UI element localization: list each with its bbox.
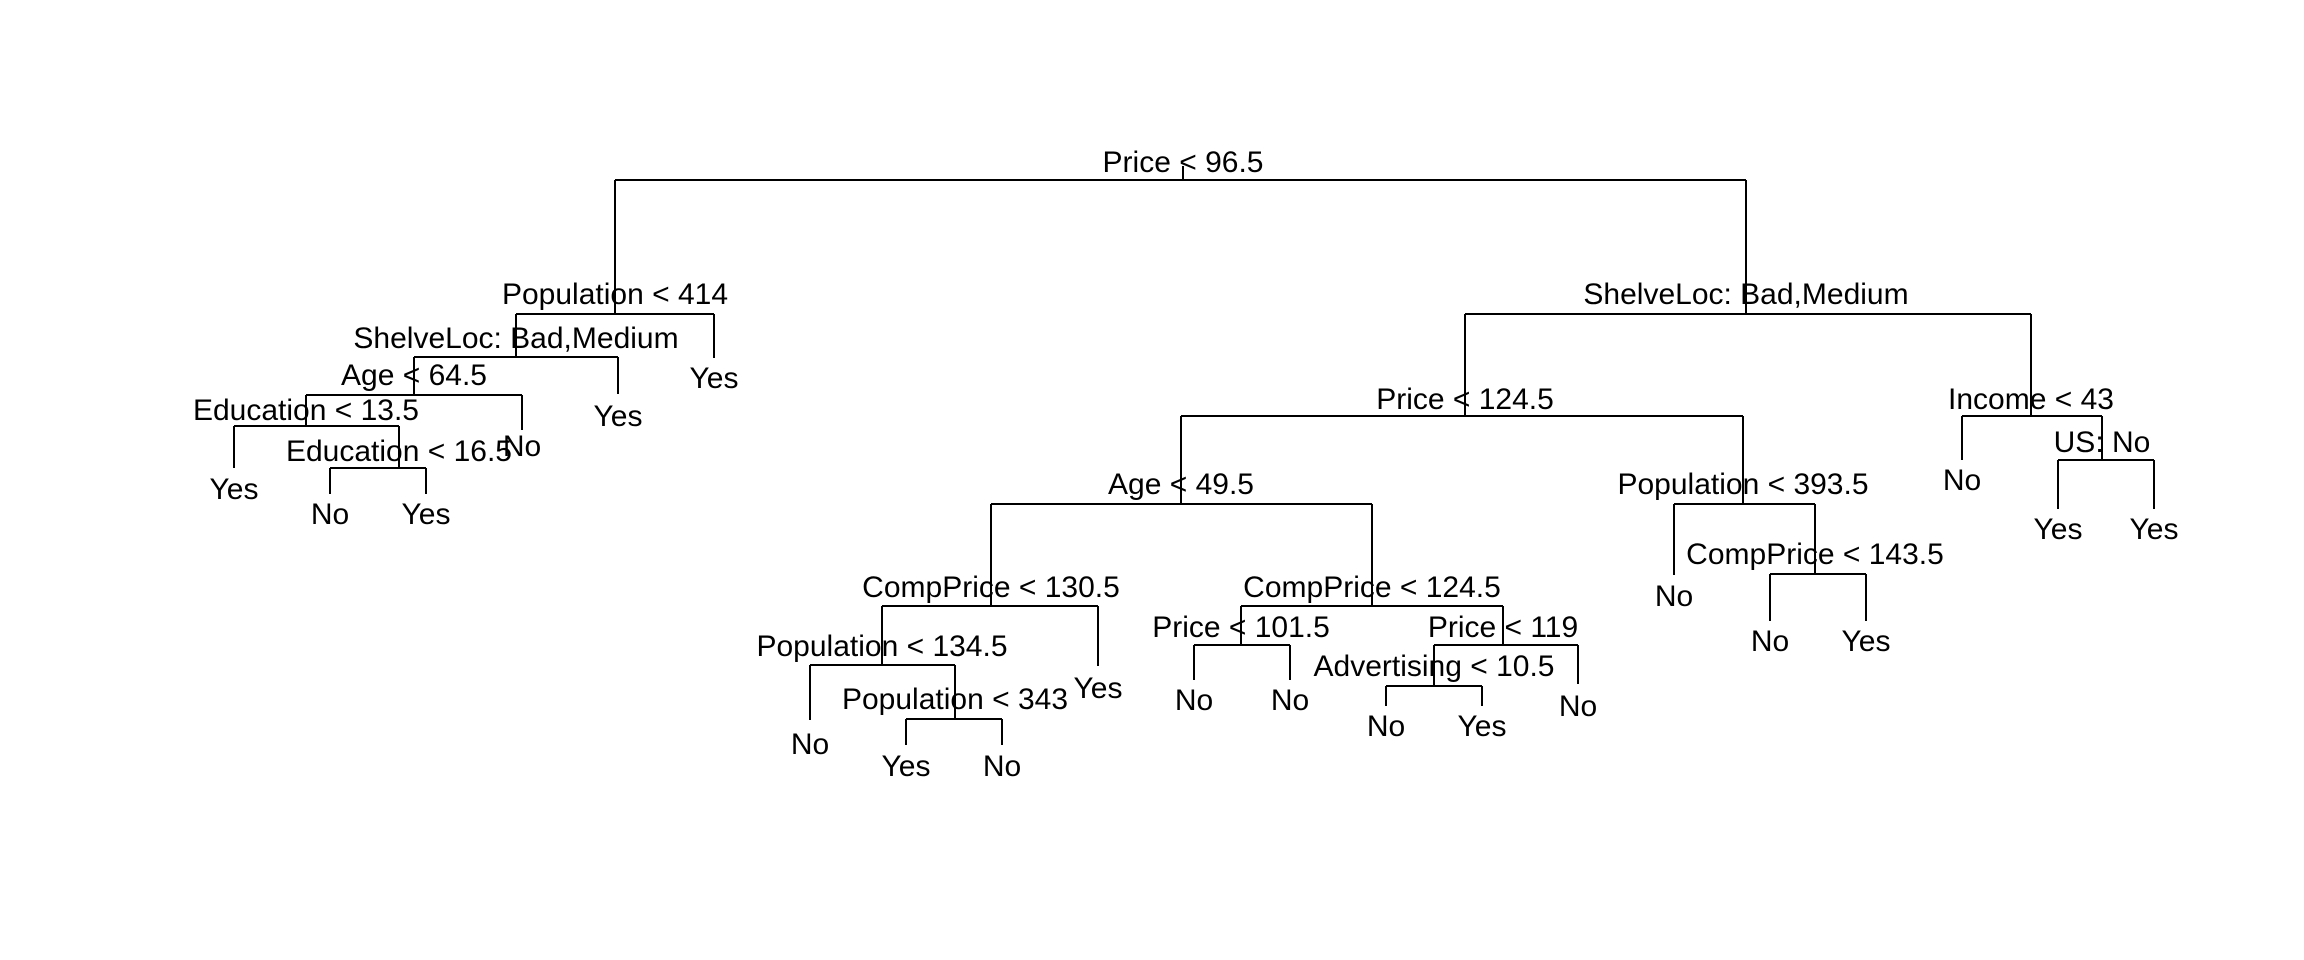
leaf-label: No (1367, 710, 1405, 743)
tree-labels: Price < 96.5 Population < 414 ShelveLoc:… (193, 146, 2178, 783)
leaf-label: Yes (1842, 625, 1891, 658)
split-label-shelveloc-left: ShelveLoc: Bad,Medium (353, 322, 678, 355)
split-label-price-101-5: Price < 101.5 (1152, 611, 1330, 644)
leaf-label: Yes (210, 473, 259, 506)
split-label-us-no: US: No (2054, 426, 2151, 459)
tree-edges (233, 166, 2155, 745)
leaf-label: Yes (882, 750, 931, 783)
split-label-shelveloc-right: ShelveLoc: Bad,Medium (1583, 278, 1908, 311)
split-label-age-64-5: Age < 64.5 (341, 359, 487, 392)
leaf-label: No (503, 430, 541, 463)
leaf-label: Yes (1074, 672, 1123, 705)
split-label-income-43: Income < 43 (1948, 383, 2114, 416)
leaf-label: No (983, 750, 1021, 783)
split-label-compprice-130-5: CompPrice < 130.5 (862, 571, 1120, 604)
split-label-education-13-5: Education < 13.5 (193, 394, 419, 427)
split-label-price-124-5: Price < 124.5 (1376, 383, 1554, 416)
leaf-label: No (791, 728, 829, 761)
leaf-label: Yes (2130, 513, 2179, 546)
leaf-label: Yes (690, 362, 739, 395)
split-label-price-96-5: Price < 96.5 (1103, 146, 1264, 179)
leaf-label: No (1943, 464, 1981, 497)
split-label-compprice-124-5: CompPrice < 124.5 (1243, 571, 1501, 604)
leaf-label: No (1751, 625, 1789, 658)
leaf-label: No (1175, 684, 1213, 717)
leaf-label: No (1271, 684, 1309, 717)
leaf-label: No (311, 498, 349, 531)
split-label-age-49-5: Age < 49.5 (1108, 468, 1254, 501)
split-label-price-119: Price < 119 (1428, 611, 1578, 644)
split-label-population-343: Population < 343 (842, 683, 1068, 716)
split-label-advertising-10-5: Advertising < 10.5 (1314, 650, 1555, 683)
split-label-education-16-5: Education < 16.5 (286, 435, 512, 468)
split-label-population-393-5: Population < 393.5 (1617, 468, 1868, 501)
leaf-label: Yes (2034, 513, 2083, 546)
leaf-label: Yes (402, 498, 451, 531)
leaf-label: No (1559, 690, 1597, 723)
leaf-label: No (1655, 580, 1693, 613)
leaf-label: Yes (594, 400, 643, 433)
split-label-population-134-5: Population < 134.5 (756, 630, 1007, 663)
split-label-population-414: Population < 414 (502, 278, 728, 311)
split-label-compprice-143-5: CompPrice < 143.5 (1686, 538, 1944, 571)
leaf-label: Yes (1458, 710, 1507, 743)
